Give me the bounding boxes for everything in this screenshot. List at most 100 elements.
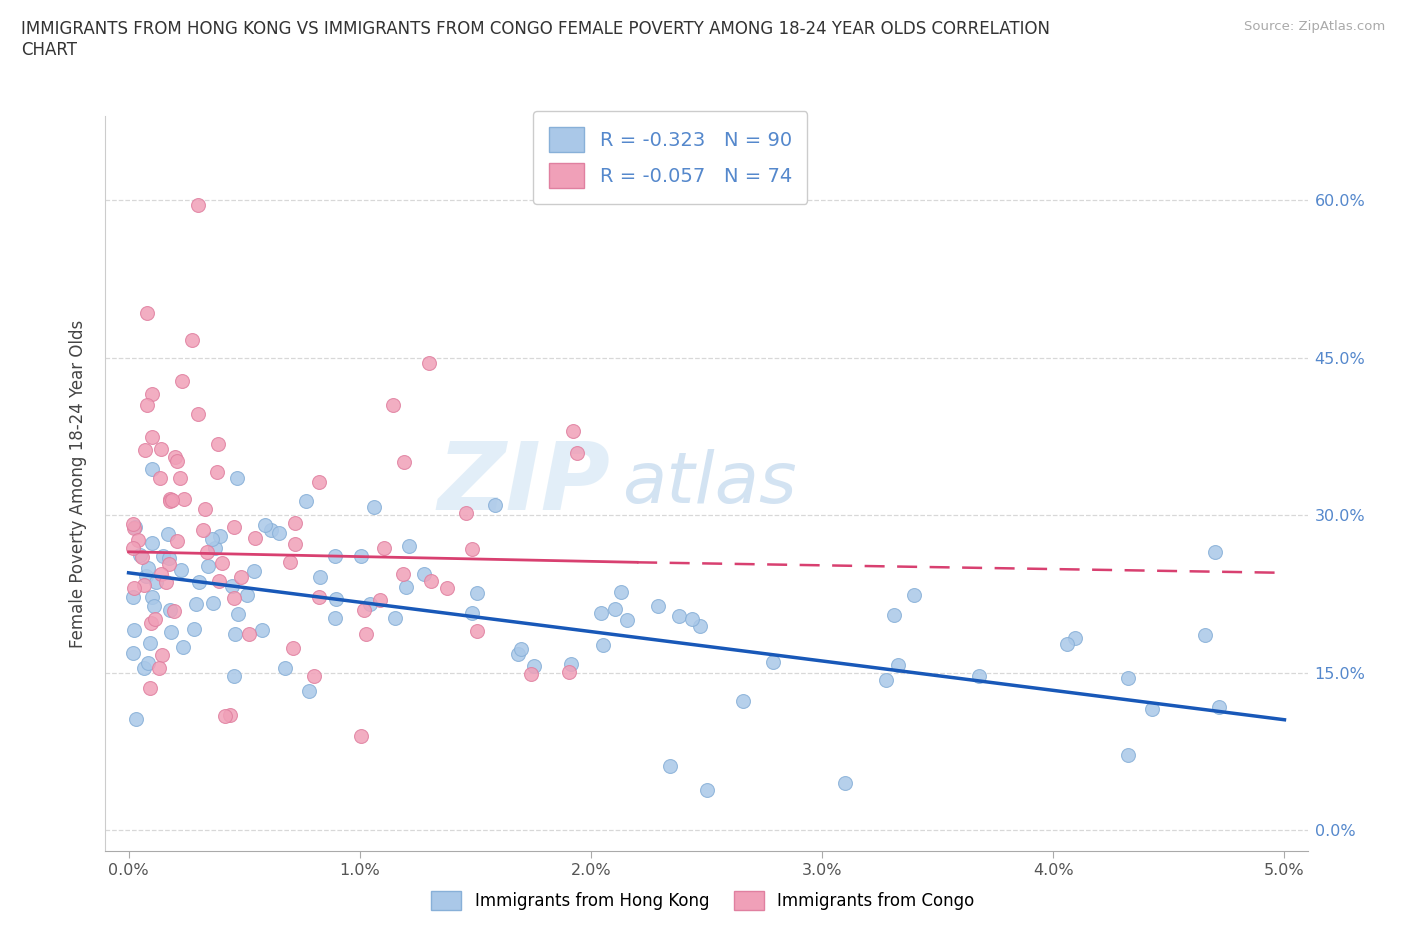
Point xyxy=(436,581,458,596)
Point xyxy=(132,660,155,675)
Point xyxy=(205,465,228,480)
Point xyxy=(145,575,167,590)
Point xyxy=(484,498,506,512)
Point xyxy=(363,499,385,514)
Point xyxy=(465,585,488,600)
Point xyxy=(696,783,718,798)
Point xyxy=(197,544,219,559)
Point xyxy=(565,445,588,460)
Point xyxy=(122,645,145,660)
Point xyxy=(208,528,231,543)
Point xyxy=(243,564,266,578)
Text: CHART: CHART xyxy=(21,41,77,59)
Point xyxy=(141,461,163,476)
Point xyxy=(214,709,236,724)
Point xyxy=(162,492,184,507)
Point xyxy=(157,551,180,565)
Point xyxy=(191,523,214,538)
Point xyxy=(1064,631,1087,645)
Text: IMMIGRANTS FROM HONG KONG VS IMMIGRANTS FROM CONGO FEMALE POVERTY AMONG 18-24 YE: IMMIGRANTS FROM HONG KONG VS IMMIGRANTS … xyxy=(21,20,1050,38)
Y-axis label: Female Poverty Among 18-24 Year Olds: Female Poverty Among 18-24 Year Olds xyxy=(69,320,87,647)
Point xyxy=(392,566,415,581)
Point xyxy=(875,672,897,687)
Point xyxy=(139,636,162,651)
Point xyxy=(122,541,145,556)
Point xyxy=(141,536,163,551)
Point xyxy=(354,627,377,642)
Point xyxy=(969,669,991,684)
Point xyxy=(219,708,242,723)
Point xyxy=(136,656,159,671)
Point xyxy=(733,693,755,708)
Point xyxy=(398,539,420,554)
Point xyxy=(143,612,166,627)
Point xyxy=(1204,544,1226,559)
Point xyxy=(883,607,905,622)
Point xyxy=(194,501,217,516)
Point xyxy=(181,332,204,347)
Point xyxy=(603,602,626,617)
Point xyxy=(460,541,482,556)
Point xyxy=(135,568,157,583)
Point xyxy=(1116,671,1139,685)
Point xyxy=(384,611,406,626)
Point xyxy=(610,585,633,600)
Point xyxy=(325,591,347,606)
Point xyxy=(125,711,148,726)
Point xyxy=(173,492,195,507)
Point xyxy=(278,555,301,570)
Point xyxy=(149,442,172,457)
Point xyxy=(221,578,243,593)
Text: ZIP: ZIP xyxy=(437,438,610,529)
Point xyxy=(419,573,441,588)
Point xyxy=(169,471,191,485)
Point xyxy=(412,566,434,581)
Point xyxy=(368,592,391,607)
Point xyxy=(204,540,226,555)
Point xyxy=(225,471,247,485)
Point xyxy=(508,646,530,661)
Point xyxy=(207,436,229,451)
Point xyxy=(139,616,162,631)
Point xyxy=(224,627,246,642)
Point xyxy=(127,533,149,548)
Point xyxy=(308,570,330,585)
Point xyxy=(647,599,669,614)
Point xyxy=(592,638,614,653)
Point xyxy=(395,579,418,594)
Point xyxy=(211,556,233,571)
Point xyxy=(1116,748,1139,763)
Point xyxy=(129,548,152,563)
Point xyxy=(298,684,321,698)
Point xyxy=(689,619,711,634)
Point xyxy=(136,561,159,576)
Point xyxy=(323,611,346,626)
Point xyxy=(762,655,785,670)
Point xyxy=(522,659,544,674)
Point xyxy=(235,588,257,603)
Point xyxy=(260,522,283,537)
Point xyxy=(250,623,273,638)
Point xyxy=(254,517,277,532)
Point xyxy=(122,516,145,531)
Point xyxy=(903,587,925,602)
Point xyxy=(418,355,440,370)
Point xyxy=(136,397,159,412)
Point xyxy=(131,550,153,565)
Point xyxy=(1142,702,1164,717)
Point xyxy=(281,641,304,656)
Point xyxy=(350,728,373,743)
Point xyxy=(172,374,194,389)
Point xyxy=(202,596,225,611)
Point xyxy=(201,532,224,547)
Point xyxy=(149,471,172,485)
Text: atlas: atlas xyxy=(623,449,797,518)
Point xyxy=(668,608,690,623)
Point xyxy=(295,494,318,509)
Point xyxy=(184,596,207,611)
Point xyxy=(155,575,177,590)
Point xyxy=(308,474,330,489)
Point xyxy=(616,612,638,627)
Point xyxy=(187,198,209,213)
Point xyxy=(465,624,488,639)
